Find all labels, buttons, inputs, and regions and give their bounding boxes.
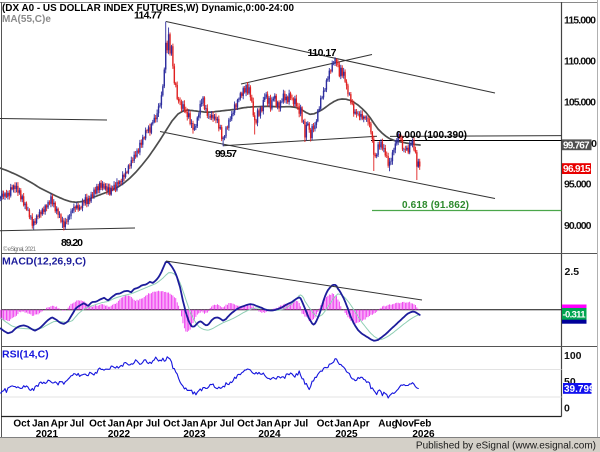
- svg-text:115.000: 115.000: [564, 15, 596, 27]
- svg-text:96.915: 96.915: [563, 164, 591, 175]
- svg-text:Jul: Jul: [70, 419, 85, 430]
- svg-text:Oct: Oct: [237, 419, 254, 430]
- svg-text:0.000 (100.390): 0.000 (100.390): [396, 130, 467, 141]
- svg-text:Apr: Apr: [51, 419, 68, 430]
- svg-text:2022: 2022: [108, 429, 131, 440]
- svg-text:Nov: Nov: [395, 419, 414, 430]
- svg-text:105.000: 105.000: [564, 97, 596, 109]
- svg-text:Jul: Jul: [220, 419, 235, 430]
- svg-text:0.618 (91.862): 0.618 (91.862): [402, 200, 469, 211]
- svg-text:110.000: 110.000: [564, 56, 596, 68]
- svg-text:Oct: Oct: [163, 419, 180, 430]
- svg-text:Apr: Apr: [274, 419, 291, 430]
- svg-text:2026: 2026: [412, 429, 435, 440]
- svg-text:0: 0: [564, 403, 570, 415]
- svg-text:2023: 2023: [183, 429, 206, 440]
- svg-text:2024: 2024: [258, 429, 281, 440]
- svg-text:Jan: Jan: [32, 419, 49, 430]
- svg-text:Jul: Jul: [294, 419, 309, 430]
- svg-text:99.767: 99.767: [563, 140, 590, 151]
- svg-text:114.77: 114.77: [134, 10, 162, 22]
- svg-text:Oct: Oct: [89, 419, 106, 430]
- svg-text:Oct: Oct: [13, 419, 30, 430]
- svg-text:Oct: Oct: [317, 419, 334, 430]
- svg-text:RSI(14,C): RSI(14,C): [2, 349, 49, 361]
- svg-text:MACD(12,26,9,C): MACD(12,26,9,C): [2, 256, 86, 268]
- svg-text:Apr: Apr: [352, 419, 369, 430]
- svg-text:© eSignal, 2021: © eSignal, 2021: [3, 246, 37, 253]
- svg-text:89.20: 89.20: [61, 237, 83, 249]
- svg-text:Jan: Jan: [255, 419, 272, 430]
- svg-text:2.5: 2.5: [565, 266, 580, 278]
- svg-text:Feb: Feb: [414, 419, 432, 430]
- svg-text:MA(55,C)e: MA(55,C)e: [2, 14, 51, 25]
- svg-text:99.57: 99.57: [215, 148, 237, 160]
- svg-text:Jan: Jan: [181, 419, 198, 430]
- svg-text:Aug: Aug: [378, 419, 397, 430]
- svg-text:Apr: Apr: [200, 419, 217, 430]
- svg-text:2025: 2025: [335, 429, 358, 440]
- svg-text:-0.311: -0.311: [563, 309, 587, 320]
- svg-text:90.000: 90.000: [564, 220, 592, 232]
- svg-text:Jan: Jan: [334, 419, 351, 430]
- svg-text:39.799: 39.799: [564, 384, 595, 395]
- svg-text:Jan: Jan: [108, 419, 125, 430]
- svg-text:Published by eSignal (www.esig: Published by eSignal (www.esignal.com): [416, 441, 596, 452]
- svg-text:Apr: Apr: [126, 419, 143, 430]
- svg-text:(DX A0 - US DOLLAR INDEX FUTUR: (DX A0 - US DOLLAR INDEX FUTURES,W) Dyna…: [2, 2, 294, 14]
- svg-text:2021: 2021: [36, 429, 59, 440]
- svg-text:110.17: 110.17: [308, 47, 337, 59]
- svg-text:Jul: Jul: [146, 419, 161, 430]
- svg-text:100: 100: [564, 350, 582, 362]
- svg-text:95.000: 95.000: [564, 179, 592, 191]
- svg-text:50: 50: [564, 376, 576, 388]
